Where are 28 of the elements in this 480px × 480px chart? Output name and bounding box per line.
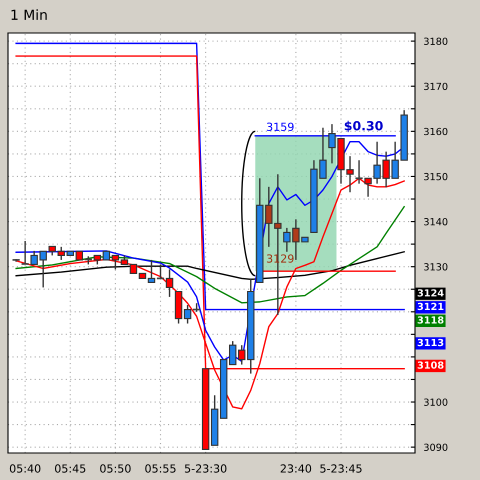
- x-tick-label: 05:55: [145, 464, 176, 473]
- chart-title: 1 Min: [12, 9, 47, 20]
- x-tick-label: 23:40: [280, 464, 312, 473]
- annotation: 3121: [418, 302, 444, 310]
- candlestick: [328, 123, 336, 164]
- line-series: [15, 206, 405, 304]
- x-tick-label: 05:50: [100, 464, 131, 473]
- y-tick-label: 3150: [424, 172, 448, 180]
- x-tick-label: 05:40: [10, 464, 40, 473]
- y-tick-label: 3130: [424, 263, 448, 271]
- annotation: $0.30: [344, 120, 383, 132]
- y-tick-label: 3170: [424, 82, 448, 90]
- x-tick-label: 5-23:30: [184, 464, 226, 473]
- y-tick-label: 3090: [424, 444, 448, 451]
- annotation: 3113: [418, 338, 444, 346]
- line-series: [15, 251, 405, 280]
- candlestick: [166, 268, 174, 298]
- annotation: 3124: [418, 289, 444, 297]
- y-tick-label: 3180: [424, 38, 448, 45]
- y-tick-label: 3160: [424, 128, 448, 136]
- ref-line-label: 3159: [266, 122, 294, 131]
- annotation: 3118: [418, 316, 444, 324]
- x-tick-label: 5-23:45: [320, 464, 362, 473]
- x-tick-label: 05:45: [54, 464, 86, 473]
- y-tick-label: 3140: [424, 218, 448, 226]
- candlestick: [148, 259, 156, 284]
- annotation: 3108: [418, 361, 444, 369]
- y-tick-label: 3100: [424, 398, 448, 406]
